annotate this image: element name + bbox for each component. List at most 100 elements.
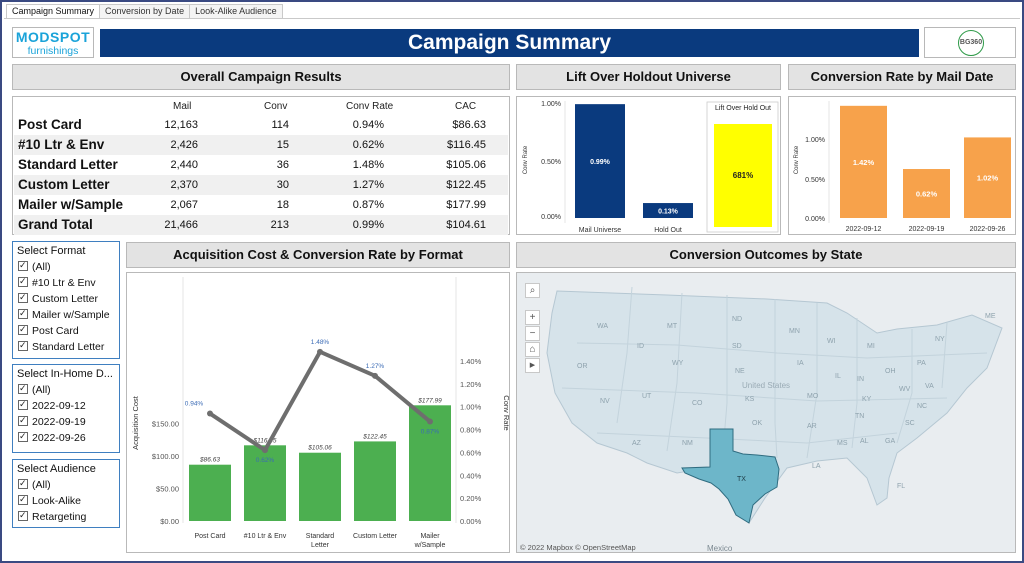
acq-bar-value: $116.45: [252, 437, 276, 444]
checkbox-checked-icon[interactable]: [18, 306, 28, 322]
filter-option[interactable]: 2022-09-26: [13, 429, 119, 446]
checkbox-checked-icon[interactable]: [18, 476, 28, 492]
acq-right-tick: 0.20%: [460, 494, 482, 503]
checkbox-checked-icon[interactable]: [18, 338, 28, 354]
mail-date-bar[interactable]: [964, 137, 1011, 218]
acq-right-tick: 0.60%: [460, 448, 482, 457]
lift-ytick: 0.00%: [541, 214, 561, 221]
acq-category-label: Post Card: [194, 533, 225, 540]
filter-option[interactable]: (All): [13, 381, 119, 398]
state-label: LA: [812, 463, 821, 470]
logo-line2: furnishings: [27, 45, 79, 57]
acq-bars: $86.63 $116.45 $105.06 $122.45 $177.99: [189, 397, 451, 521]
cell-mail: 2,370: [170, 179, 198, 191]
filter-option[interactable]: Post Card: [13, 322, 119, 339]
state-label: AR: [807, 423, 817, 430]
col-header-conv: Conv: [264, 101, 288, 112]
map-play-icon[interactable]: ▶: [525, 358, 540, 373]
filter-option[interactable]: Mailer w/Sample: [13, 306, 119, 323]
tab-divider: [4, 18, 1020, 19]
mail-date-bar[interactable]: [903, 169, 950, 218]
checkbox-checked-icon[interactable]: [18, 274, 28, 290]
map-search-icon[interactable]: ⌕: [525, 283, 540, 298]
acq-conv-point[interactable]: [317, 348, 323, 355]
filter-option[interactable]: Custom Letter: [13, 290, 119, 307]
lift-bar[interactable]: [575, 104, 625, 218]
filter-audience-title: Select Audience: [17, 463, 96, 475]
lift-bars: 0.99% Mail Universe 0.13% Hold Out: [575, 104, 693, 234]
cell-rate: 1.27%: [352, 179, 384, 191]
cell-cac: $116.45: [447, 139, 486, 151]
state-label: OH: [885, 368, 896, 375]
filter-option[interactable]: #10 Ltr & Env: [13, 274, 119, 291]
tab-conversion-by-date[interactable]: Conversion by Date: [99, 4, 191, 18]
state-label: PA: [917, 360, 926, 367]
table-row: Post Card 12,163 114 0.94% $86.63: [14, 115, 508, 135]
acq-right-ticks: 1.40% 1.20% 1.00% 0.80% 0.60% 0.40% 0.20% 0.00%: [460, 357, 482, 526]
state-label: NM: [682, 440, 693, 447]
filter-option[interactable]: 2022-09-19: [13, 413, 119, 430]
state-label: KY: [862, 396, 872, 403]
acq-bar-value: $86.63: [199, 457, 220, 464]
tab-look-alike-audience[interactable]: Look-Alike Audience: [189, 4, 283, 18]
map-zoom-in-icon[interactable]: +: [525, 310, 540, 325]
acq-bar[interactable]: [189, 464, 231, 521]
state-label: AZ: [632, 440, 642, 447]
checkbox-checked-icon[interactable]: [18, 290, 28, 306]
checkbox-checked-icon[interactable]: [18, 508, 28, 524]
acq-conv-point[interactable]: [262, 447, 268, 454]
state-label: MO: [807, 393, 819, 400]
mail-date-bar[interactable]: [840, 105, 887, 218]
filter-option[interactable]: 2022-09-12: [13, 397, 119, 414]
acq-conv-point[interactable]: [207, 410, 213, 417]
country-label-us: United States: [742, 381, 790, 390]
state-tx[interactable]: [681, 428, 780, 524]
acq-bar[interactable]: [299, 452, 341, 521]
state-map[interactable]: WA OR ID MT WY NV UT CO AZ NM ND SD NE K…: [516, 272, 1016, 553]
grand-total-row: Grand Total 21,466 213 0.99% $104.61: [14, 215, 508, 235]
lift-kpi-fill: [714, 124, 772, 227]
checkbox-checked-icon[interactable]: [18, 381, 28, 397]
tab-campaign-summary[interactable]: Campaign Summary: [6, 4, 101, 18]
checkbox-checked-icon[interactable]: [18, 413, 28, 429]
bg360-logo: BG360: [924, 27, 1016, 58]
state-label: VA: [925, 383, 934, 390]
state-label: ME: [985, 313, 996, 320]
map-zoom-out-icon[interactable]: −: [525, 326, 540, 341]
overall-results-table: Mail Conv Conv Rate CAC Post Card 12,163 1…: [12, 96, 510, 235]
lift-kpi-title: Lift Over Hold Out: [715, 105, 771, 112]
acq-bar[interactable]: [244, 445, 286, 521]
state-label: MI: [867, 343, 875, 350]
row-name: Grand Total: [18, 217, 93, 232]
filter-option[interactable]: (All): [13, 258, 119, 275]
cell-cac: $86.63: [452, 119, 486, 131]
acq-right-tick: 0.80%: [460, 426, 482, 435]
mail-date-panel: Conv Rate 1.00% 0.50% 0.00% 1.42% 2022-09…: [788, 96, 1016, 235]
acq-bar[interactable]: [409, 405, 451, 521]
map-home-icon[interactable]: ⌂: [525, 342, 540, 357]
state-label: NC: [917, 403, 927, 410]
acq-chart-header: Acquisition Cost & Conversion Rate by Fo…: [126, 242, 510, 268]
acq-conv-value: 1.48%: [311, 339, 330, 346]
filter-date-title: Select In-Home D...: [17, 368, 113, 380]
filter-option-label: 2022-09-12: [32, 400, 86, 412]
checkbox-checked-icon[interactable]: [18, 492, 28, 508]
checkbox-checked-icon[interactable]: [18, 258, 28, 274]
acq-conv-point[interactable]: [427, 418, 433, 425]
lift-bar[interactable]: [643, 203, 693, 218]
filter-option[interactable]: Standard Letter: [13, 338, 119, 355]
checkbox-checked-icon[interactable]: [18, 397, 28, 413]
checkbox-checked-icon[interactable]: [18, 429, 28, 445]
map-attribution: © 2022 Mapbox © OpenStreetMap: [520, 543, 636, 552]
state-label: FL: [897, 483, 905, 490]
filter-option[interactable]: (All): [13, 476, 119, 493]
acq-conv-point[interactable]: [372, 372, 378, 379]
checkbox-checked-icon[interactable]: [18, 322, 28, 338]
state-label: WY: [672, 360, 684, 367]
acq-y-label-left: Acquisition Cost: [131, 395, 140, 450]
filter-option[interactable]: Retargeting: [13, 508, 119, 525]
acq-bar[interactable]: [354, 441, 396, 521]
filter-option[interactable]: Look-Alike: [13, 492, 119, 509]
mail-date-ytick: 1.00%: [805, 137, 825, 144]
acq-conv-value: 0.94%: [185, 401, 204, 408]
